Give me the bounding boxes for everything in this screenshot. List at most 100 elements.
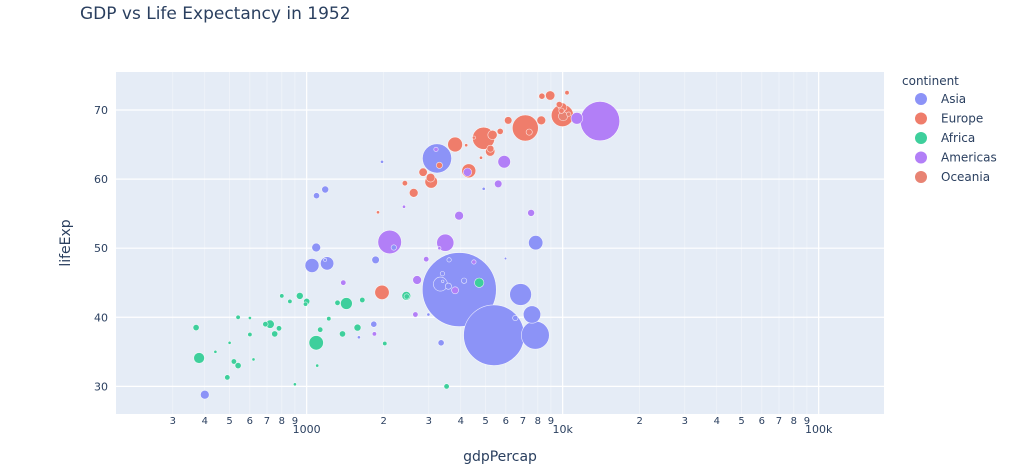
data-point-asia	[323, 257, 328, 262]
x-minor-tick-label: 4	[458, 416, 464, 427]
data-point-asia	[444, 282, 452, 290]
data-point-asia	[380, 159, 384, 164]
data-point-africa	[403, 293, 410, 300]
data-point-europe	[564, 90, 570, 96]
data-point-asia	[520, 320, 550, 350]
x-minor-tick-label: 4	[202, 416, 208, 427]
data-point-asia	[200, 390, 210, 400]
x-minor-tick-label: 3	[426, 416, 432, 427]
data-point-africa	[353, 323, 362, 332]
data-point-oceania	[566, 111, 572, 117]
x-minor-tick-label: 8	[791, 416, 797, 427]
data-point-asia	[311, 242, 321, 253]
data-point-europe	[471, 135, 476, 140]
x-minor-tick-label: 2	[381, 416, 387, 427]
x-minor-tick-label: 8	[279, 416, 285, 427]
data-point-asia	[481, 186, 486, 191]
data-point-africa	[326, 316, 332, 322]
x-major-tick-label: 1000	[293, 423, 321, 436]
data-point-americas	[412, 275, 422, 285]
data-point-asia	[441, 279, 445, 283]
data-point-europe	[435, 161, 443, 169]
data-point-americas	[340, 279, 347, 286]
data-point-europe	[487, 129, 498, 140]
data-point-africa	[359, 296, 366, 303]
data-point-asia	[433, 276, 448, 292]
data-point-africa	[234, 362, 242, 369]
data-point-americas	[423, 256, 430, 263]
data-point-asia	[356, 335, 361, 340]
x-minor-tick-label: 7	[520, 416, 526, 427]
data-point-asia	[426, 312, 431, 317]
data-point-africa	[334, 299, 341, 306]
data-point-asia	[371, 255, 380, 265]
x-major-tick-label: 10k	[552, 423, 573, 436]
data-point-americas	[433, 146, 439, 152]
x-minor-tick-label: 8	[535, 416, 541, 427]
data-point-africa	[443, 383, 450, 390]
data-point-americas	[371, 331, 377, 337]
data-point-europe	[504, 116, 513, 125]
data-point-americas	[497, 155, 511, 169]
y-axis-ticks: 30 40 50 60 70	[94, 104, 108, 393]
x-minor-tick-label: 4	[714, 416, 720, 427]
data-point-americas	[471, 259, 477, 265]
data-point-africa	[275, 325, 282, 332]
data-points	[192, 90, 620, 400]
data-point-europe	[376, 210, 380, 215]
data-point-americas	[494, 179, 503, 188]
data-point-asia	[421, 252, 497, 327]
data-point-asia	[503, 256, 508, 261]
data-point-europe	[464, 143, 469, 148]
data-point-africa	[287, 298, 293, 304]
x-minor-tick-label: 9	[804, 416, 810, 427]
data-point-africa	[382, 340, 388, 346]
data-point-asia	[304, 258, 320, 273]
x-minor-tick-label: 7	[264, 416, 270, 427]
data-point-asia	[437, 339, 445, 347]
x-minor-tick-label: 2	[637, 416, 643, 427]
data-point-americas	[462, 167, 472, 177]
data-point-americas	[570, 112, 584, 125]
data-point-africa	[339, 330, 346, 338]
data-point-europe	[496, 127, 504, 135]
y-tick-label: 50	[94, 242, 108, 255]
data-point-europe	[374, 284, 390, 300]
data-point-africa	[230, 358, 237, 365]
data-point-africa	[474, 277, 485, 288]
data-point-asia	[512, 314, 519, 321]
data-point-africa	[247, 316, 252, 320]
data-point-africa	[193, 352, 205, 364]
data-point-africa	[192, 324, 200, 331]
legend-label-americas: Americas	[941, 151, 997, 165]
legend-marker-oceania	[915, 171, 927, 183]
data-point-asia	[439, 271, 445, 277]
data-point-africa	[262, 321, 269, 328]
data-point-asia	[320, 256, 335, 271]
y-tick-label: 30	[94, 380, 108, 393]
legend-title: continent	[902, 74, 959, 88]
y-tick-label: 70	[94, 104, 108, 117]
y-axis-title: lifeExp	[58, 219, 74, 266]
data-point-asia	[390, 244, 397, 251]
data-point-europe	[425, 173, 436, 183]
data-point-africa	[251, 357, 256, 362]
data-point-americas	[454, 211, 464, 221]
data-point-africa	[279, 293, 285, 299]
x-minor-tick-label: 3	[170, 416, 176, 427]
data-point-africa	[227, 340, 232, 345]
x-minor-tick-label: 9	[292, 416, 298, 427]
data-point-americas	[412, 311, 419, 318]
x-minor-tick-label: 3	[682, 416, 688, 427]
legend: continent Asia Europe Africa Americas Oceani…	[902, 74, 997, 184]
x-minor-tick-label: 5	[226, 416, 232, 427]
data-point-europe	[555, 101, 563, 108]
data-point-europe	[558, 107, 565, 114]
data-point-africa	[235, 314, 241, 320]
data-point-asia	[370, 320, 378, 328]
data-point-africa	[302, 301, 308, 307]
data-point-americas	[377, 229, 402, 255]
data-point-africa	[213, 349, 218, 354]
